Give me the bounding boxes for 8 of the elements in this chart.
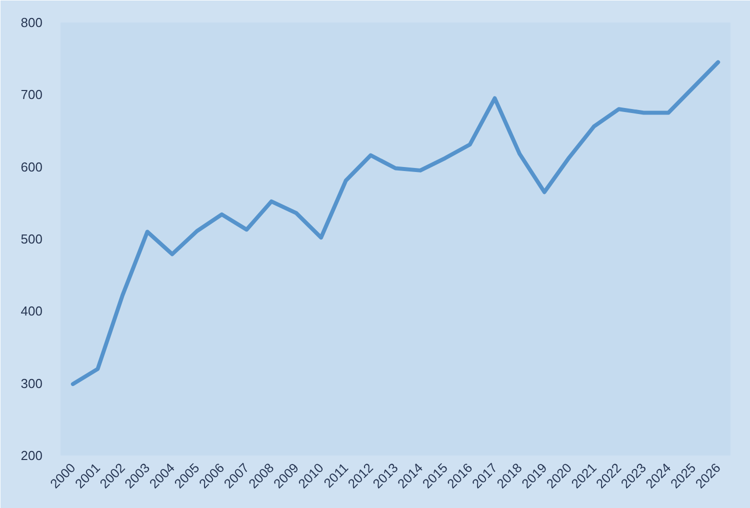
y-tick-label: 400 xyxy=(20,304,43,319)
y-tick-label: 600 xyxy=(20,159,43,174)
y-tick-label: 700 xyxy=(20,87,43,102)
line-series xyxy=(70,60,720,386)
y-tick-label: 200 xyxy=(20,448,43,463)
y-tick-label: 800 xyxy=(20,15,43,30)
y-tick-label: 500 xyxy=(20,232,43,246)
y-tick-label: 300 xyxy=(20,376,43,391)
